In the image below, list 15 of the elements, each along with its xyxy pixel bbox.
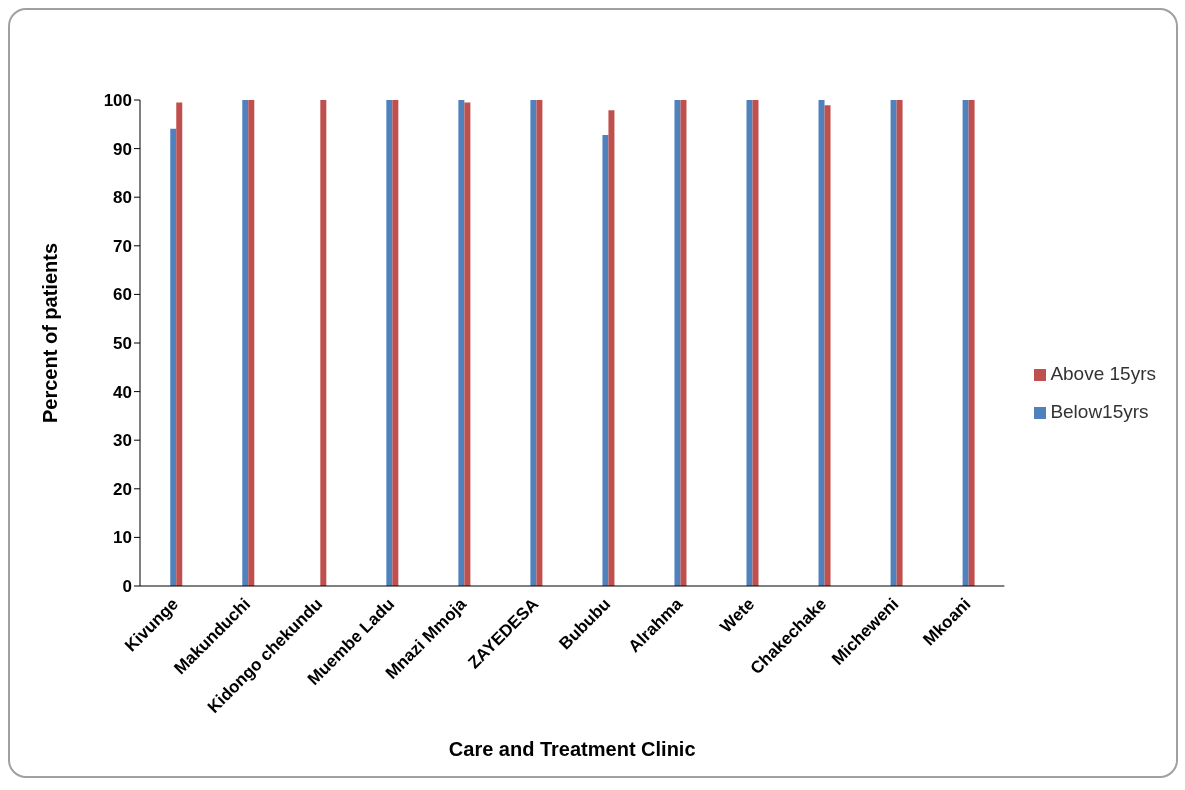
y-tick-label: 50 (113, 334, 132, 354)
y-tick-label: 90 (113, 139, 132, 159)
y-tick-label: 100 (103, 91, 132, 111)
y-tick-label: 40 (113, 382, 132, 402)
y-tick-label: 30 (113, 431, 132, 451)
legend-label: Above 15yrs (1050, 363, 1156, 384)
y-tick-label: 10 (113, 528, 132, 548)
y-tick-label: 0 (122, 577, 132, 597)
y-tick-label: 70 (113, 236, 132, 256)
y-tick-label: 60 (113, 285, 132, 305)
x-axis-title: Care and Treatment Clinic (448, 738, 696, 760)
y-tick-label: 80 (113, 188, 132, 208)
y-axis-title: Percent of patients (39, 242, 62, 423)
y-tick-label: 20 (113, 479, 132, 499)
legend-label: Below15yrs (1050, 401, 1149, 422)
